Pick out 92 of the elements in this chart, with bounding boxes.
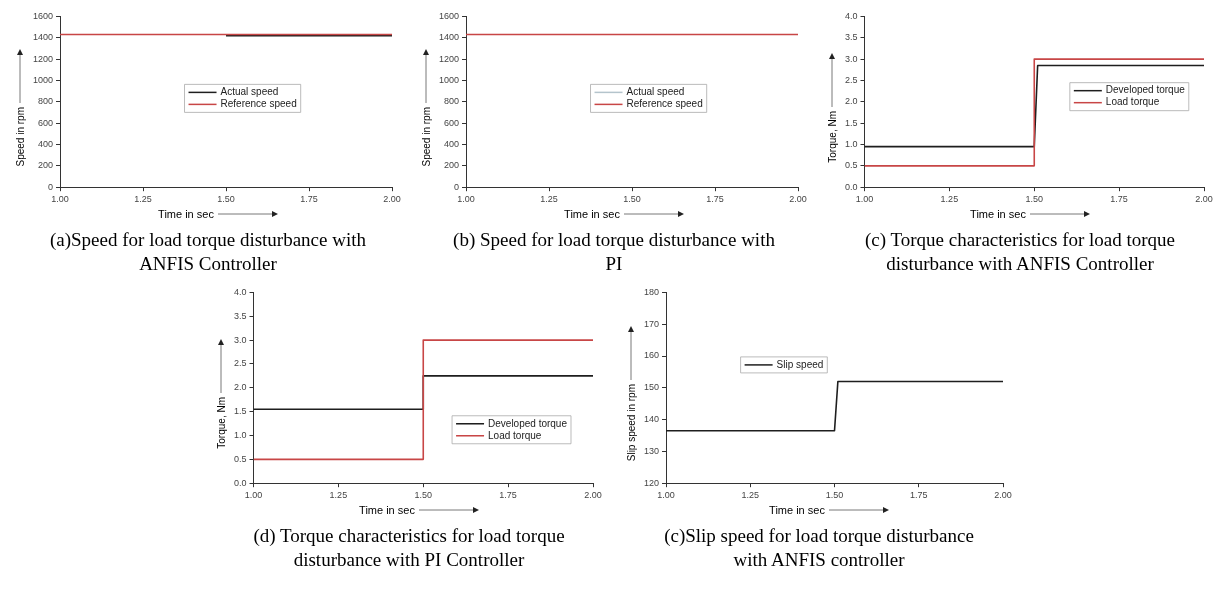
x-tick-label: 1.75 <box>499 490 517 501</box>
x-axis-title: Time in sec <box>158 208 214 220</box>
x-tick-label: 1.75 <box>706 194 724 205</box>
x-tick-label: 2.00 <box>994 490 1012 501</box>
y-tick-label: 400 <box>37 138 54 149</box>
y-axis-title: Torque, Nm <box>826 111 838 163</box>
y-tick-label: 3.0 <box>234 334 247 345</box>
x-tick-label: 1.00 <box>51 194 69 205</box>
y-tick-label: 0.0 <box>845 181 858 192</box>
legend-label: Slip speed <box>776 358 824 370</box>
x-tick-label: 1.50 <box>825 490 844 501</box>
y-tick-label: 1400 <box>438 32 460 43</box>
x-tick-label: 2.00 <box>584 490 602 501</box>
y-tick-label: 1200 <box>438 53 460 64</box>
y-tick-label: 4.0 <box>845 10 858 21</box>
y-tick-label: 170 <box>643 318 660 329</box>
x-tick-label: 1.00 <box>244 490 263 501</box>
x-tick-label: 1.25 <box>940 194 959 205</box>
x-tick-label: 1.75 <box>1110 194 1128 205</box>
y-tick-label: 2.0 <box>845 96 858 107</box>
x-axis-title: Time in sec <box>769 504 825 516</box>
x-tick-label: 2.00 <box>789 194 807 205</box>
y-tick-label: 1600 <box>438 10 460 21</box>
y-tick-label: 800 <box>443 96 460 107</box>
x-tick-label: 1.75 <box>909 490 928 501</box>
x-axis-title: Time in sec <box>359 504 415 516</box>
x-tick-label: 1.50 <box>1025 194 1044 205</box>
x-tick-label: 1.50 <box>217 194 235 205</box>
legend-label: Load torque <box>488 429 542 441</box>
x-tick-label: 1.50 <box>414 490 433 501</box>
legend-label: Reference speed <box>626 98 703 110</box>
text: (c)Slip speed for load torque disturbance with ANFIS controller <box>663 524 975 572</box>
y-tick-label: 2.0 <box>234 382 247 393</box>
y-axis-title: Slip speed in rpm <box>625 384 637 462</box>
y-tick-label: 0.5 <box>845 160 858 171</box>
text: (d) Torque characteristics for load torque disturbance with PI Controller <box>252 524 566 572</box>
y-tick-label: 1000 <box>32 74 54 85</box>
x-tick-label: 1.00 <box>855 194 874 205</box>
x-tick-label: 1.75 <box>300 194 318 205</box>
y-tick-label: 1.5 <box>845 117 858 128</box>
y-tick-label: 1.0 <box>845 138 858 149</box>
y-tick-label: 0.0 <box>234 477 247 488</box>
y-tick-label: 150 <box>643 382 660 393</box>
y-tick-label: 200 <box>37 160 54 171</box>
legend-label: Developed torque <box>488 417 568 429</box>
legend-label: Actual speed <box>626 86 685 98</box>
y-tick-label: 2.5 <box>234 358 247 369</box>
y-tick-label: 140 <box>643 414 660 425</box>
y-tick-label: 600 <box>37 117 54 128</box>
y-tick-label: 130 <box>643 445 660 456</box>
y-tick-label: 120 <box>643 477 660 488</box>
legend-label: Actual speed <box>220 86 279 98</box>
y-tick-label: 0 <box>454 181 460 192</box>
y-tick-label: 1600 <box>32 10 54 21</box>
y-tick-label: 0.5 <box>234 453 247 464</box>
x-axis-title: Time in sec <box>970 208 1026 220</box>
y-tick-label: 1.0 <box>234 429 247 440</box>
y-tick-label: 800 <box>37 96 54 107</box>
legend-label: Reference speed <box>220 98 297 110</box>
x-tick-label: 2.00 <box>1195 194 1213 205</box>
x-tick-label: 1.00 <box>457 194 475 205</box>
y-tick-label: 0 <box>48 181 54 192</box>
text: (b) Speed for load torque disturbance with PI <box>452 228 776 276</box>
y-tick-label: 1200 <box>32 53 54 64</box>
x-tick-label: 1.25 <box>540 194 558 205</box>
y-tick-label: 200 <box>443 160 460 171</box>
y-tick-label: 3.0 <box>845 53 858 64</box>
x-tick-label: 1.25 <box>329 490 348 501</box>
x-tick-label: 1.25 <box>741 490 760 501</box>
x-tick-label: 1.00 <box>657 490 675 501</box>
x-tick-label: 1.50 <box>623 194 641 205</box>
y-tick-label: 160 <box>643 350 660 361</box>
y-tick-label: 180 <box>643 286 660 297</box>
y-tick-label: 600 <box>443 117 460 128</box>
y-tick-label: 1.5 <box>234 406 247 417</box>
x-axis-title: Time in sec <box>564 208 620 220</box>
y-tick-label: 400 <box>443 138 460 149</box>
y-tick-label: 3.5 <box>845 32 858 43</box>
legend-label: Developed torque <box>1105 84 1186 96</box>
y-axis-title: Torque, Nm <box>215 397 227 449</box>
y-tick-label: 4.0 <box>234 286 247 297</box>
x-tick-label: 2.00 <box>383 194 401 205</box>
legend-label: Load torque <box>1105 96 1160 108</box>
text: (c) Torque characteristics for load torque disturbance with ANFIS Controller <box>863 228 1177 276</box>
y-axis-title: Speed in rpm <box>14 107 26 167</box>
y-tick-label: 3.5 <box>234 310 247 321</box>
y-tick-label: 1000 <box>438 74 460 85</box>
y-tick-label: 2.5 <box>845 74 858 85</box>
y-tick-label: 1400 <box>32 32 54 43</box>
y-axis-title: Speed in rpm <box>420 107 432 167</box>
text: (a)Speed for load torque disturbance with ANFIS Controller <box>48 228 367 276</box>
x-tick-label: 1.25 <box>134 194 152 205</box>
